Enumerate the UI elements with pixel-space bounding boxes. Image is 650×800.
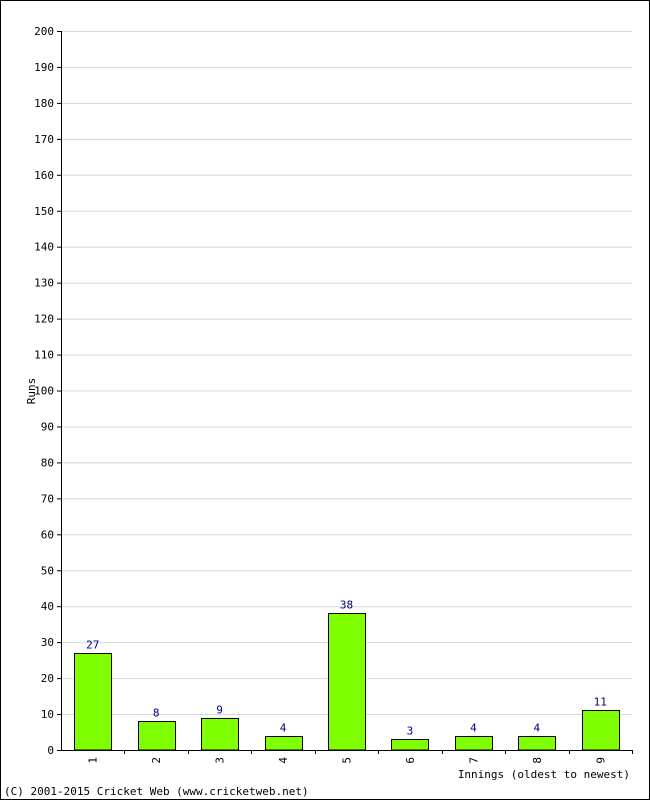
y-tick-label: 60 — [41, 528, 54, 541]
x-tick-label: 4 — [277, 757, 290, 764]
x-axis-title: Innings (oldest to newest) — [458, 768, 630, 781]
copyright-footer: (C) 2001-2015 Cricket Web (www.cricketwe… — [4, 785, 309, 798]
y-tick-label: 50 — [41, 564, 54, 577]
data-label: 38 — [340, 599, 353, 612]
bar — [391, 739, 429, 751]
bar — [455, 736, 493, 751]
data-label: 4 — [534, 722, 541, 735]
y-tick-label: 140 — [34, 241, 54, 254]
bar — [201, 718, 239, 751]
x-tick-label: 2 — [150, 757, 163, 764]
y-tick-label: 80 — [41, 456, 54, 469]
x-tick-label: 8 — [531, 757, 544, 764]
y-axis-title: Runs — [25, 378, 38, 405]
y-axis-ticks: 0 10 20 30 40 50 60 70 80 90 100 110 120 130 140 150 160… — [34, 25, 61, 757]
x-tick-label: 5 — [341, 757, 354, 764]
y-tick-label: 160 — [34, 169, 54, 182]
bar — [328, 613, 366, 751]
y-tick-label: 20 — [41, 672, 54, 685]
y-tick-label: 120 — [34, 313, 54, 326]
y-tick-label: 10 — [41, 708, 54, 721]
y-tick-label: 70 — [41, 492, 54, 505]
data-label: 8 — [153, 707, 160, 720]
bar — [518, 736, 556, 751]
data-labels: 27 8 9 4 38 3 4 4 11 — [86, 599, 607, 738]
bars — [74, 613, 620, 751]
bar — [265, 736, 303, 751]
data-label: 3 — [407, 725, 414, 738]
x-tick-label: 3 — [214, 757, 227, 764]
bar — [74, 653, 112, 751]
data-label: 4 — [470, 722, 477, 735]
data-label: 4 — [280, 722, 287, 735]
x-tick-label: 7 — [467, 757, 480, 764]
bar — [582, 710, 620, 751]
y-tick-label: 150 — [34, 205, 54, 218]
data-label: 9 — [216, 704, 223, 717]
y-tick-label: 30 — [41, 636, 54, 649]
y-tick-label: 110 — [34, 349, 54, 362]
y-tick-label: 0 — [47, 744, 54, 757]
y-tick-label: 190 — [34, 61, 54, 74]
y-tick-label: 180 — [34, 97, 54, 110]
y-tick-label: 200 — [34, 25, 54, 38]
data-label: 27 — [86, 639, 99, 652]
x-axis-ticks: 1 2 3 4 5 6 7 8 9 — [87, 750, 633, 764]
y-tick-label: 40 — [41, 600, 54, 613]
x-tick-label: 9 — [594, 757, 607, 764]
y-tick-label: 170 — [34, 133, 54, 146]
x-tick-label: 1 — [87, 757, 100, 764]
grid-lines — [61, 31, 632, 716]
data-label: 11 — [594, 696, 607, 709]
y-tick-label: 90 — [41, 420, 54, 433]
y-tick-label: 100 — [34, 385, 54, 398]
bar — [138, 721, 176, 751]
x-tick-label: 6 — [404, 757, 417, 764]
y-tick-label: 130 — [34, 277, 54, 290]
